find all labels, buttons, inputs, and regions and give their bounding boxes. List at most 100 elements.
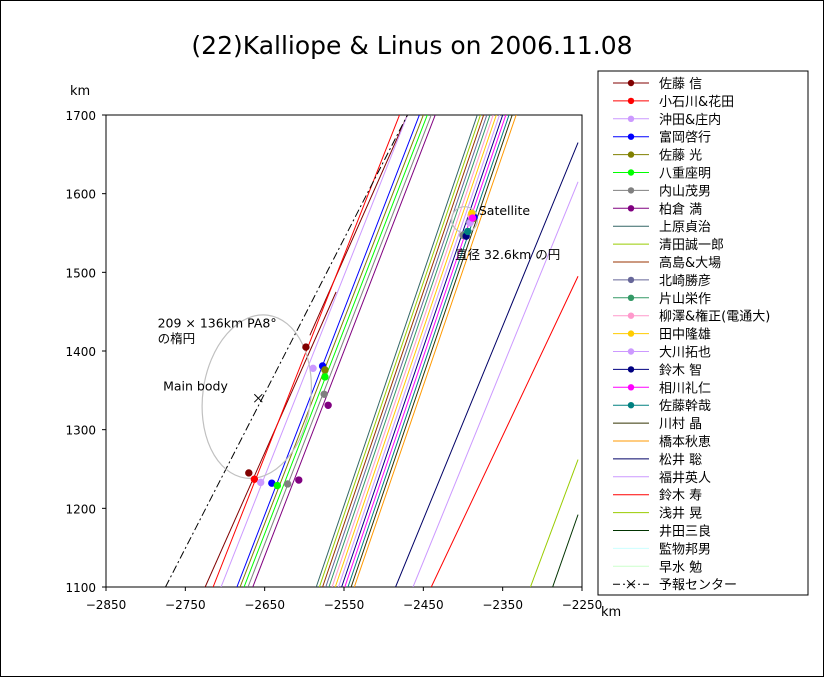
chord-line <box>552 514 579 587</box>
legend-label: 高島&大場 <box>659 255 721 271</box>
legend-marker <box>627 330 635 337</box>
legend-label: 田中隆雄 <box>659 328 711 343</box>
chord-line <box>239 115 424 587</box>
chord-line <box>334 115 497 587</box>
chord-line <box>344 115 507 587</box>
main-body-ellipse <box>201 314 312 479</box>
data-point <box>295 476 303 484</box>
y-tick-label: 1300 <box>65 424 96 438</box>
legend-marker <box>627 348 635 355</box>
chord-line <box>337 115 500 587</box>
legend-label: 片山栄作 <box>659 292 711 307</box>
chord-line <box>318 115 481 587</box>
legend-marker <box>627 402 635 409</box>
legend-label: 早水 勉 <box>659 560 702 575</box>
data-point <box>320 390 328 398</box>
annotation-label: Satellite <box>479 203 531 218</box>
legend-label: 監物邦男 <box>659 541 711 557</box>
legend-label: 清田誠一郎 <box>659 238 724 253</box>
y-tick-label: 1400 <box>65 345 96 359</box>
legend-marker <box>627 294 635 301</box>
legend-label: 相川礼仁 <box>659 380 711 396</box>
chord-line <box>220 115 408 587</box>
chord-line <box>412 181 579 587</box>
data-point <box>321 366 329 374</box>
chord-lines <box>165 115 579 587</box>
chord-line <box>430 276 579 587</box>
chord-line <box>350 115 513 587</box>
legend-label: 松井 聡 <box>659 453 702 468</box>
chord-line <box>347 115 510 587</box>
chord-line <box>325 115 488 587</box>
y-tick-label: 1200 <box>65 502 96 516</box>
legend-label: 内山茂男 <box>659 183 711 199</box>
data-point <box>324 401 332 409</box>
annotation-label: の楕円 <box>158 331 196 346</box>
y-tick-label: 1100 <box>65 581 96 595</box>
legend-label: 橋本秋恵 <box>659 435 711 450</box>
data-point <box>283 480 292 488</box>
x-tick-label: −2750 <box>165 598 206 612</box>
legend-marker <box>627 79 635 87</box>
legend-marker <box>627 384 635 391</box>
data-point <box>250 475 259 483</box>
x-tick-label: −2450 <box>403 598 444 612</box>
legend-label: 柏倉 満 <box>659 202 702 217</box>
legend-marker <box>627 151 635 158</box>
data-point <box>321 373 329 381</box>
data-point <box>302 343 310 351</box>
chord-line <box>212 115 400 587</box>
legend-label: 大川拓也 <box>659 346 711 361</box>
legend-label: 八重座明 <box>659 166 711 182</box>
data-point <box>273 481 282 490</box>
legend-label: 佐藤 信 <box>659 77 702 92</box>
legend-label: 川村 晶 <box>659 417 702 432</box>
x-tick-label: −2350 <box>482 598 523 612</box>
chord-endpoints <box>245 209 478 490</box>
chord-line <box>315 115 478 587</box>
y-tick-label: 1500 <box>65 266 96 280</box>
legend-label: 小石川&花田 <box>659 94 734 110</box>
legend-label: 浅井 晃 <box>659 507 702 522</box>
y-tick-label: 1700 <box>65 109 96 123</box>
chord-line <box>353 115 517 587</box>
legend-marker <box>627 312 635 319</box>
chord-line <box>395 142 579 587</box>
legend-label: 佐藤幹哉 <box>659 398 711 414</box>
annotation-label: 直径 32.6km の円 <box>455 247 560 262</box>
axes: −2850 −2750 −2650 −2550 −2450 −2350 −2250 1100 1… <box>65 109 602 612</box>
legend-label: 予報センター <box>659 578 737 593</box>
data-point <box>257 478 265 487</box>
legend-marker <box>627 276 635 284</box>
x-tick-label: −2650 <box>244 598 285 612</box>
data-point <box>464 227 472 236</box>
data-point <box>309 364 317 373</box>
chord-line <box>252 115 436 587</box>
chord-line <box>204 291 337 587</box>
x-tick-label: −2250 <box>562 598 603 612</box>
legend-marker <box>627 187 635 194</box>
x-tick-label: −2550 <box>324 598 365 612</box>
legend-label: 福井英人 <box>659 471 711 486</box>
y-tick-label: 1600 <box>65 188 96 202</box>
chord-line <box>236 115 420 587</box>
legend-marker <box>627 97 635 105</box>
legend-label: 富岡啓行 <box>659 130 711 146</box>
data-point <box>468 214 477 222</box>
chord-line <box>247 115 432 587</box>
legend-label: 鈴木 寿 <box>659 489 702 504</box>
legend-marker <box>626 579 636 589</box>
chord-line <box>341 115 504 587</box>
legend-marker <box>627 115 635 123</box>
x-unit-label: km <box>601 605 621 620</box>
chord-line <box>309 115 408 336</box>
legend-marker <box>627 366 635 373</box>
chord-line <box>331 115 494 587</box>
x-tick-label: −2850 <box>86 598 127 612</box>
legend-marker <box>627 133 635 140</box>
chord-line <box>322 115 485 587</box>
annotation-label: Main body <box>163 378 228 393</box>
legend-label: 沖田&庄内 <box>659 112 721 128</box>
